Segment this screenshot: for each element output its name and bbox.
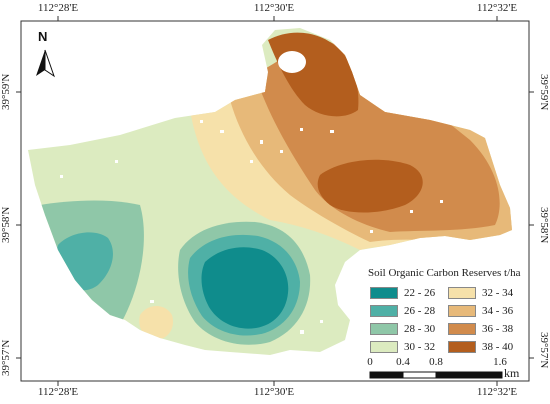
legend-swatch (370, 322, 398, 335)
right-tick-label: 39°58'N (538, 206, 550, 244)
legend-swatch (370, 304, 398, 317)
band-38-40-east (317, 159, 423, 213)
right-tick-label: 39°57'N (538, 331, 550, 369)
bottom-tick-label: 112°28'E (37, 386, 79, 398)
scale-label: 0.4 (396, 356, 410, 368)
top-tick-label: 112°32'E (476, 2, 518, 14)
top-tick-label: 112°28'E (37, 2, 79, 14)
legend-item: 26 - 28 (370, 304, 435, 317)
legend-label: 34 - 36 (482, 304, 514, 317)
left-tick-label: 39°57'N (0, 339, 12, 377)
legend-label: 28 - 30 (404, 322, 436, 335)
legend-label: 38 - 40 (482, 340, 514, 353)
scale-label: 0.8 (429, 356, 443, 368)
bottom-tick-label: 112°30'E (253, 386, 295, 398)
legend-title: Soil Organic Carbon Reserves t/ha (368, 267, 521, 279)
legend-item: 38 - 40 (448, 340, 513, 353)
legend-swatch (370, 286, 398, 299)
north-label: N (38, 29, 48, 44)
legend-item: 36 - 38 (448, 322, 513, 335)
legend-label: 26 - 28 (404, 304, 436, 317)
band-32-34-south (139, 306, 174, 340)
top-tick-label: 112°30'E (253, 2, 295, 14)
legend-label: 22 - 26 (404, 286, 436, 299)
excluded-cells (60, 51, 443, 334)
scale-unit: km (504, 366, 520, 380)
legend-swatch (448, 286, 476, 299)
bottom-tick-label: 112°32'E (476, 386, 518, 398)
legend-swatch (448, 340, 476, 353)
left-tick-label: 39°59'N (0, 73, 12, 111)
scale-bar (369, 371, 503, 379)
legend-label: 30 - 32 (404, 340, 436, 353)
scale-label: 1.6 (493, 356, 507, 368)
legend-item: 28 - 30 (370, 322, 435, 335)
legend-item: 32 - 34 (448, 286, 513, 299)
legend-item: 34 - 36 (448, 304, 513, 317)
legend-swatch (448, 322, 476, 335)
legend-label: 36 - 38 (482, 322, 514, 335)
legend-item: 22 - 26 (370, 286, 435, 299)
legend-swatch (370, 340, 398, 353)
right-tick-label: 39°59'N (538, 73, 550, 111)
legend-item: 30 - 32 (370, 340, 435, 353)
band-22-26-central (201, 247, 289, 329)
graticule-ticks (16, 16, 534, 386)
left-tick-label: 39°58'N (0, 206, 12, 244)
legend-label: 32 - 34 (482, 286, 514, 299)
north-arrow-icon (36, 49, 55, 78)
legend-swatch (448, 304, 476, 317)
scale-label: 0 (367, 356, 373, 368)
